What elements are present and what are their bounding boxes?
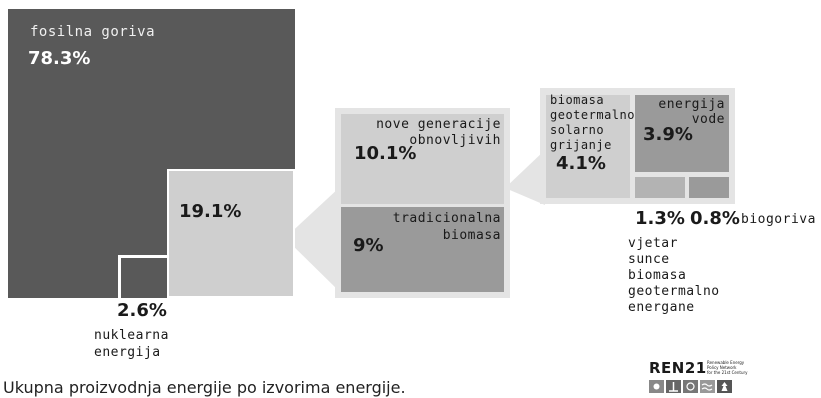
nuclear-value: 2.6%: [117, 300, 167, 321]
power-label: vjetar sunce biomasa geotermalno energan…: [628, 236, 720, 315]
ren21-logo-text: REN21: [649, 359, 707, 377]
ren21-icon-strip: [649, 380, 732, 393]
fossil-fuels-value: 78.3%: [28, 48, 91, 69]
hydro-block: [635, 95, 729, 172]
hydro-value: 3.9%: [643, 124, 693, 145]
modern-renewables-label: nove generacije obnovljivih: [376, 117, 501, 148]
connector-modern-to-detail: [505, 150, 545, 205]
biofuels-label: biogoriva: [741, 212, 816, 227]
nuclear-block: [118, 255, 167, 298]
nuclear-label: nuklearna energija: [94, 328, 169, 360]
heat-block: [546, 95, 630, 198]
power-value: 1.3%: [635, 208, 685, 229]
heat-value: 4.1%: [556, 153, 606, 174]
ren21-logo: REN21 Renewable Energy Policy Network fo…: [649, 359, 769, 395]
modern-renewables-block: [341, 114, 504, 204]
chart-caption: Ukupna proizvodnja energije po izvorima …: [3, 378, 406, 397]
power-block: [635, 177, 685, 198]
modern-renewables-value: 10.1%: [354, 143, 417, 164]
renewables-value: 19.1%: [179, 201, 242, 222]
ren21-tagline: Renewable Energy Policy Network for the …: [707, 360, 748, 375]
biofuels-block: [689, 177, 729, 198]
traditional-biomass-block: [341, 207, 504, 292]
hydro-label: energija vode: [658, 97, 725, 127]
biofuels-value: 0.8%: [690, 208, 740, 229]
fossil-fuels-label: fosilna goriva: [30, 24, 156, 40]
connector-renewables-to-detail: [285, 187, 340, 292]
heat-label: biomasa geotermalno solarno grijanje: [550, 93, 635, 152]
renewables-block: [167, 169, 295, 298]
traditional-biomass-label: tradicionalna biomasa: [392, 211, 501, 243]
traditional-biomass-value: 9%: [353, 235, 384, 256]
